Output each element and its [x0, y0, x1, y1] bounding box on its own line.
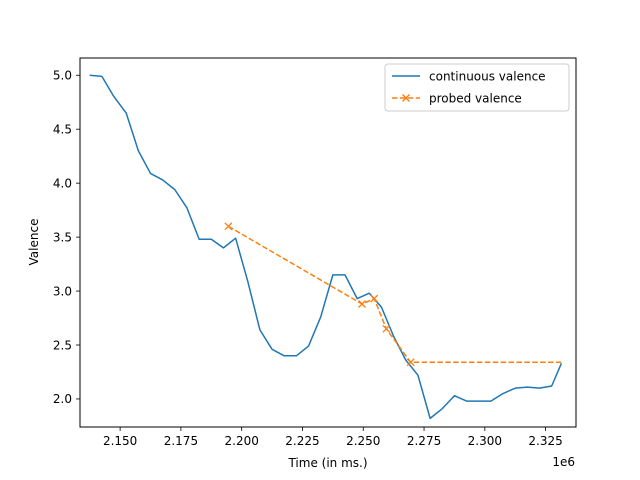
data-point-marker	[370, 294, 379, 303]
data-point-marker	[382, 324, 391, 333]
x-tick-label: 2.225	[285, 434, 319, 448]
x-axis-label: Time (in ms.)	[287, 456, 367, 470]
x-tick-label: 2.300	[468, 434, 502, 448]
x-tick-label: 2.175	[164, 434, 198, 448]
x-tick-label: 2.325	[528, 434, 562, 448]
y-tick-label: 3.5	[53, 230, 72, 244]
y-axis: 2.0 2.5 3.0 3.5 4.0 4.5 5.0	[53, 69, 80, 406]
axes-frame	[79, 57, 577, 428]
x-tick-label: 2.200	[225, 434, 259, 448]
x-tick-label: 2.275	[407, 434, 441, 448]
y-axis-label: Valence	[27, 219, 41, 266]
legend-frame	[384, 63, 570, 112]
x-axis: 2.150 2.175 2.200 2.225 2.250 2.275 2.300 2.325	[103, 427, 563, 448]
data-point-marker	[406, 358, 415, 367]
series-line-probed	[227, 225, 562, 364]
series-line-continuous	[89, 74, 563, 420]
series-layer	[89, 74, 563, 420]
legend-label-continuous: continuous valence	[429, 70, 546, 84]
y-tick-label: 2.0	[53, 392, 72, 406]
x-axis-offset-label: 1e6	[552, 455, 575, 469]
legend: continuous valence probed valence	[384, 63, 570, 112]
y-tick-label: 4.0	[53, 176, 72, 190]
x-tick-label: 2.250	[346, 434, 380, 448]
legend-marker-probed	[402, 94, 410, 102]
legend-label-probed: probed valence	[429, 92, 522, 106]
y-tick-label: 5.0	[53, 69, 72, 83]
y-tick-label: 4.5	[53, 123, 72, 137]
data-point-marker	[224, 222, 233, 231]
y-tick-label: 2.5	[53, 338, 72, 352]
x-tick-label: 2.150	[103, 434, 137, 448]
data-point-marker	[358, 300, 366, 308]
y-tick-label: 3.0	[53, 284, 72, 298]
